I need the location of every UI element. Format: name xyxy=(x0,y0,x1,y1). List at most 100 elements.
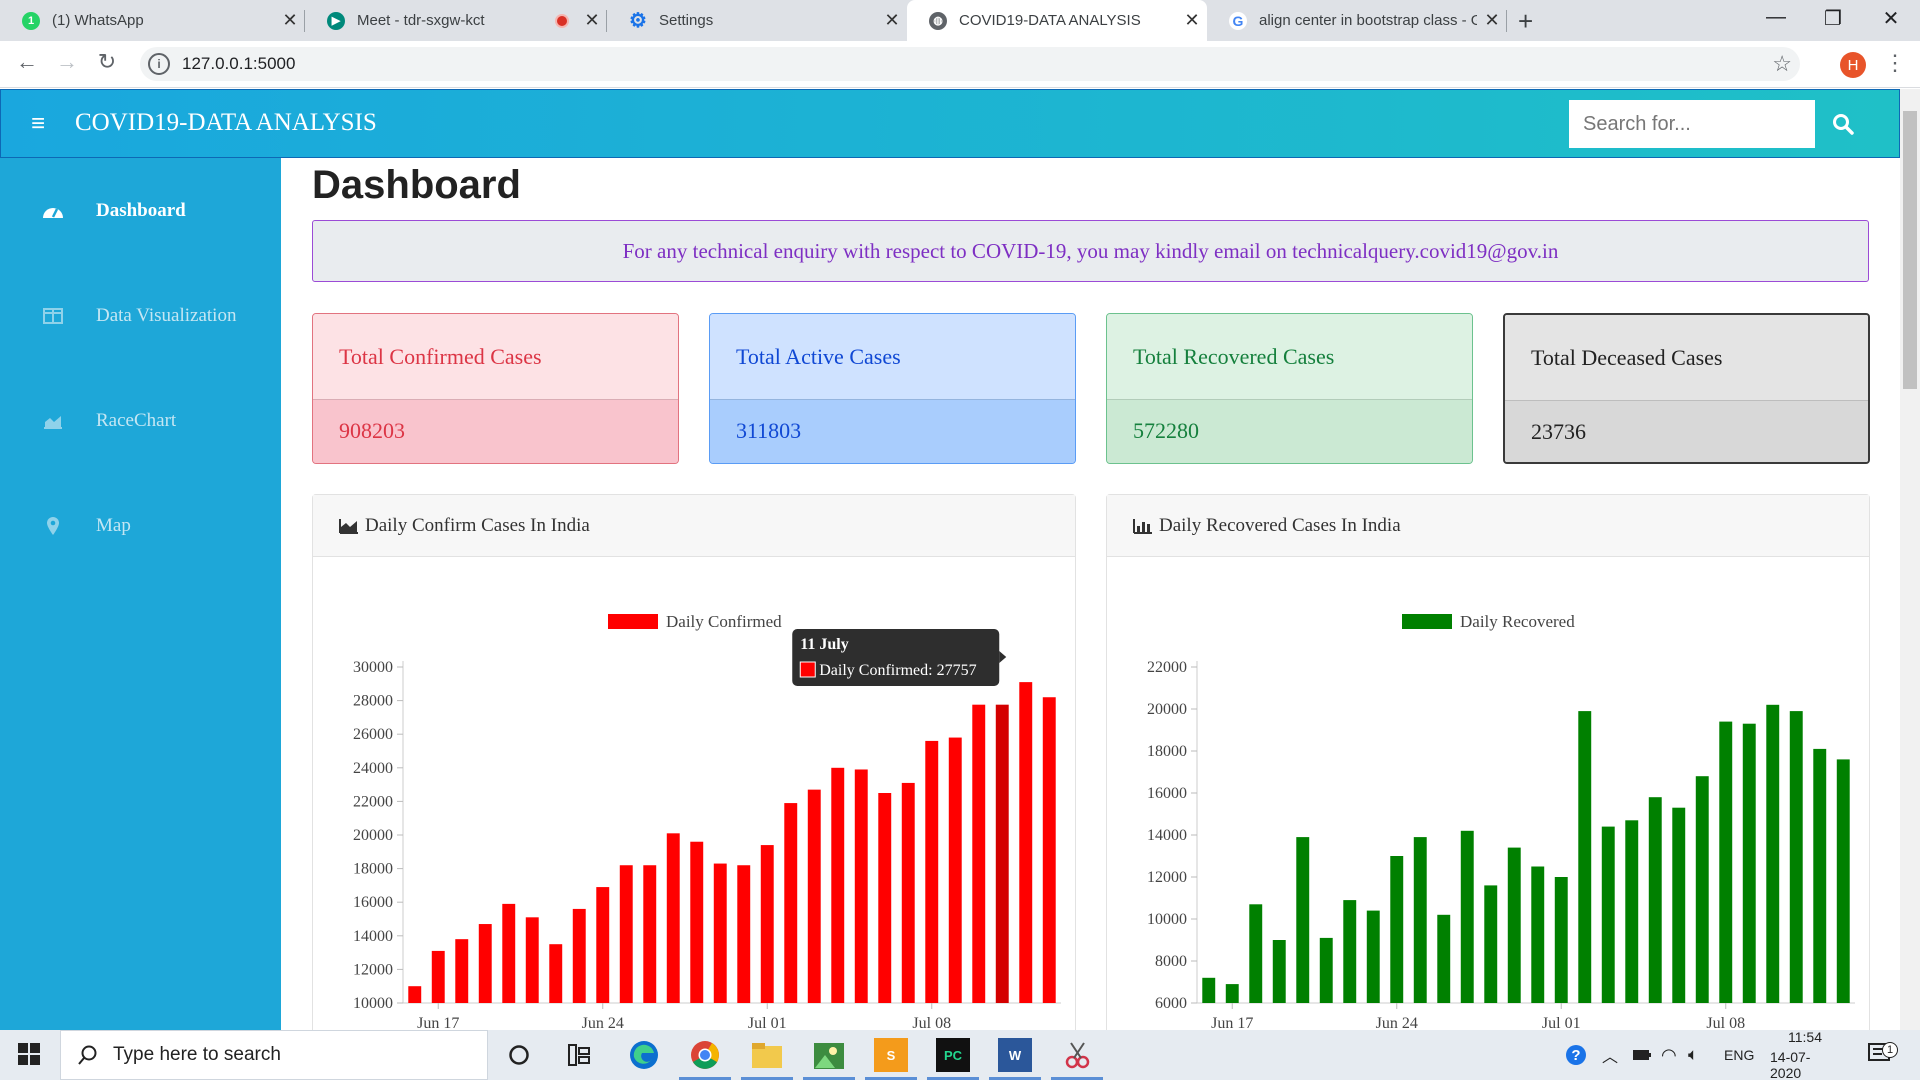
bar[interactable] xyxy=(925,741,938,1003)
bar[interactable] xyxy=(1043,697,1056,1003)
daily-confirmed-bar-chart[interactable]: Daily Confirmed 10000 12000 14000 16000 18000… xyxy=(313,557,1075,1033)
bar[interactable] xyxy=(1414,837,1427,1003)
wifi-icon[interactable]: ◠ xyxy=(1661,1030,1677,1080)
bar[interactable] xyxy=(573,909,586,1003)
system-clock[interactable]: 11:54 14-07-2020 xyxy=(1770,1030,1840,1080)
bar[interactable] xyxy=(408,986,421,1003)
bar[interactable] xyxy=(1390,856,1403,1003)
task-view-icon[interactable] xyxy=(563,1038,597,1072)
close-tab-icon[interactable]: ✕ xyxy=(877,10,907,31)
bar[interactable] xyxy=(1461,831,1474,1003)
edge-icon[interactable] xyxy=(627,1038,661,1072)
help-icon[interactable]: ? xyxy=(1564,1030,1588,1080)
bar[interactable] xyxy=(526,917,539,1003)
bar[interactable] xyxy=(949,738,962,1003)
legend-swatch[interactable] xyxy=(608,614,658,629)
bar[interactable] xyxy=(1202,978,1215,1003)
file-explorer-icon[interactable] xyxy=(750,1038,784,1072)
bar[interactable] xyxy=(1672,808,1685,1003)
window-close-icon[interactable]: ✕ xyxy=(1876,6,1906,31)
legend-label[interactable]: Daily Confirmed xyxy=(666,612,782,631)
language-indicator[interactable]: ENG xyxy=(1724,1030,1754,1080)
close-tab-icon[interactable]: ✕ xyxy=(1477,10,1507,31)
bar[interactable] xyxy=(667,833,680,1003)
browser-tab-settings[interactable]: ⚙ Settings ✕ xyxy=(607,0,907,41)
bar[interactable] xyxy=(620,865,633,1003)
bar[interactable] xyxy=(1320,938,1333,1003)
close-tab-icon[interactable]: ✕ xyxy=(1177,10,1207,31)
bar[interactable] xyxy=(1508,848,1521,1003)
bar[interactable] xyxy=(1696,776,1709,1003)
bar[interactable] xyxy=(855,769,868,1003)
bar[interactable] xyxy=(479,924,492,1003)
new-tab-plus-icon[interactable]: + xyxy=(1518,6,1533,37)
bar[interactable] xyxy=(1649,797,1662,1003)
browser-tab-meet[interactable]: ▶ Meet - tdr-sxgw-kct ✕ xyxy=(305,0,607,41)
bar[interactable] xyxy=(1555,877,1568,1003)
bar[interactable] xyxy=(1437,915,1450,1003)
bar[interactable] xyxy=(1578,711,1591,1003)
page-scrollbar[interactable] xyxy=(1900,89,1920,1030)
profile-avatar[interactable]: H xyxy=(1840,52,1866,78)
image-editor-icon[interactable] xyxy=(812,1038,846,1072)
sidebar-item-map[interactable]: Map xyxy=(0,501,281,551)
bar[interactable] xyxy=(690,842,703,1003)
bar[interactable] xyxy=(737,865,750,1003)
close-tab-icon[interactable]: ✕ xyxy=(577,10,607,31)
bar[interactable] xyxy=(1226,984,1239,1003)
battery-icon[interactable] xyxy=(1632,1030,1652,1080)
bookmark-star-icon[interactable]: ☆ xyxy=(1772,51,1792,77)
forward-arrow-icon[interactable]: → xyxy=(52,49,82,75)
snipping-tool-icon[interactable] xyxy=(1060,1038,1094,1072)
bar[interactable] xyxy=(1719,722,1732,1003)
bar[interactable] xyxy=(432,951,445,1003)
daily-recovered-bar-chart[interactable]: Daily Recovered 6000 8000 10000 12000 14000 16… xyxy=(1107,557,1869,1033)
legend-swatch[interactable] xyxy=(1402,614,1452,629)
browser-tab-google[interactable]: G align center in bootstrap class - G ✕ xyxy=(1207,0,1507,41)
bar[interactable] xyxy=(1766,705,1779,1003)
bar[interactable] xyxy=(455,939,468,1003)
back-arrow-icon[interactable]: ← xyxy=(12,49,42,75)
bar[interactable] xyxy=(1343,900,1356,1003)
scrollbar-thumb[interactable] xyxy=(1903,111,1917,389)
bar[interactable] xyxy=(878,793,891,1003)
search-button[interactable] xyxy=(1815,100,1871,148)
windows-start-icon[interactable] xyxy=(18,1043,40,1070)
bar[interactable] xyxy=(1625,820,1638,1003)
bar[interactable] xyxy=(1790,711,1803,1003)
bar[interactable] xyxy=(1837,759,1850,1003)
hamburger-menu-icon[interactable]: ≡ xyxy=(31,110,45,138)
sidebar-item-racechart[interactable]: RaceChart xyxy=(0,396,281,446)
bar[interactable] xyxy=(808,790,821,1003)
bar[interactable] xyxy=(784,803,797,1003)
cortana-icon[interactable] xyxy=(502,1038,536,1072)
sublime-text-icon[interactable]: S xyxy=(874,1038,908,1072)
bar[interactable] xyxy=(1367,911,1380,1003)
bar[interactable] xyxy=(1484,885,1497,1003)
restore-icon[interactable]: ❐ xyxy=(1818,6,1848,31)
show-hidden-icons-chevron-icon[interactable]: ︿ xyxy=(1602,1030,1618,1080)
chrome-icon[interactable] xyxy=(688,1038,722,1072)
bar[interactable] xyxy=(1813,749,1826,1003)
bar[interactable] xyxy=(1273,940,1286,1003)
browser-tab-covid19[interactable]: ◍ COVID19-DATA ANALYSIS ✕ xyxy=(907,0,1207,41)
bar[interactable] xyxy=(972,705,985,1003)
reload-icon[interactable]: ↻ xyxy=(92,49,122,75)
minimize-icon[interactable]: — xyxy=(1761,6,1791,29)
word-icon[interactable]: W xyxy=(998,1038,1032,1072)
pycharm-icon[interactable]: PC xyxy=(936,1038,970,1072)
taskbar-search-box[interactable]: Type here to search xyxy=(60,1030,488,1080)
bar[interactable] xyxy=(549,944,562,1003)
legend-label[interactable]: Daily Recovered xyxy=(1460,612,1575,631)
sidebar-item-dashboard[interactable]: Dashboard xyxy=(0,186,281,236)
bar[interactable] xyxy=(596,887,609,1003)
bar[interactable] xyxy=(996,705,1009,1003)
bar[interactable] xyxy=(1602,827,1615,1003)
search-input[interactable] xyxy=(1569,100,1815,148)
bar[interactable] xyxy=(643,865,656,1003)
bar[interactable] xyxy=(502,904,515,1003)
app-brand[interactable]: COVID19-DATA ANALYSIS xyxy=(75,109,377,137)
bar[interactable] xyxy=(1296,837,1309,1003)
bar[interactable] xyxy=(902,783,915,1003)
bar[interactable] xyxy=(761,845,774,1003)
